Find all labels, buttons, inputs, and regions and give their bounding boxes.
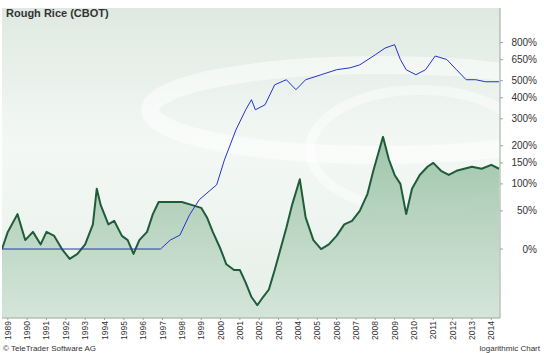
x-tick-label: 2003	[274, 321, 284, 340]
x-tick-label: 2011	[428, 321, 438, 340]
area-line	[2, 137, 499, 305]
x-tick-label: 1993	[80, 321, 90, 340]
x-tick-label: 2012	[448, 321, 458, 340]
y-tick-label: 650%	[511, 54, 537, 65]
area-fill	[2, 137, 499, 318]
x-tick-label: 2004	[293, 321, 303, 340]
x-tick-label: 1989	[3, 321, 13, 340]
y-tick	[500, 210, 503, 211]
y-tick-label: 150%	[511, 157, 537, 168]
y-tick-label: 800%	[511, 37, 537, 48]
x-tick	[433, 318, 434, 320]
x-tick-label: 2013	[467, 321, 477, 340]
x-tick	[143, 318, 144, 320]
x-tick-label: 2008	[370, 321, 380, 340]
x-tick-label: 2001	[235, 321, 245, 340]
x-tick	[336, 318, 337, 320]
y-tick	[500, 80, 503, 81]
y-tick-label: 100%	[511, 178, 537, 189]
x-tick	[85, 318, 86, 320]
x-tick-label: 1999	[196, 321, 206, 340]
x-tick-label: 2000	[216, 321, 226, 340]
line	[2, 45, 499, 249]
y-tick	[500, 118, 503, 119]
x-tick	[375, 318, 376, 320]
x-tick	[27, 318, 28, 320]
x-tick	[7, 318, 8, 320]
title: Rough Rice (CBOT)	[6, 7, 109, 19]
y-tick	[500, 59, 503, 60]
x-tick-label: 2010	[409, 321, 419, 340]
x-tick	[162, 318, 163, 320]
x-tick-label: 2006	[332, 321, 342, 340]
series-group	[2, 45, 499, 318]
x-tick	[46, 318, 47, 320]
x-tick-label: 1995	[119, 321, 129, 340]
x-tick	[278, 318, 279, 320]
copyright: © TeleTrader Software AG	[3, 344, 96, 353]
page-bg	[0, 0, 544, 353]
x-tick	[220, 318, 221, 320]
x-tick-label: 1991	[41, 321, 51, 340]
chart: 800% 650% 500% 400% 300% 200% 150% 100% 50% 0% 198…	[0, 0, 544, 353]
x-axis-line	[2, 318, 500, 319]
x-tick-label: 1992	[61, 321, 71, 340]
x-tick-label: 1996	[138, 321, 148, 340]
x-tick	[491, 318, 492, 320]
y-tick	[500, 183, 503, 184]
x-tick-label: 1997	[158, 321, 168, 340]
x-tick	[201, 318, 202, 320]
x-tick	[355, 318, 356, 320]
x-tick	[181, 318, 182, 320]
decor-swoosh	[150, 65, 500, 155]
x-tick	[123, 318, 124, 320]
x-tick-label: 2002	[254, 321, 264, 340]
y-tick	[500, 145, 503, 146]
x-tick-label: 2005	[312, 321, 322, 340]
x-tick	[104, 318, 105, 320]
y-tick	[500, 162, 503, 163]
x-tick	[259, 318, 260, 320]
y-tick-label: 0%	[523, 244, 538, 255]
x-tick-label: 2009	[390, 321, 400, 340]
y-tick	[500, 42, 503, 43]
y-tick-label: 200%	[511, 140, 537, 151]
x-tick	[452, 318, 453, 320]
x-tick-label: 1998	[177, 321, 187, 340]
y-tick	[500, 249, 503, 250]
x-tick	[65, 318, 66, 320]
x-tick	[394, 318, 395, 320]
x-tick	[297, 318, 298, 320]
x-tick	[471, 318, 472, 320]
y-tick-label: 500%	[511, 75, 537, 86]
x-tick	[413, 318, 414, 320]
y-tick-label: 400%	[511, 92, 537, 103]
x-tick-label: 1994	[100, 321, 110, 340]
y-tick-label: 300%	[511, 113, 537, 124]
y-tick-label: 50%	[517, 205, 537, 216]
x-tick-label: 2007	[351, 321, 361, 340]
y-tick	[500, 97, 503, 98]
x-tick	[317, 318, 318, 320]
x-tick-label: 1990	[22, 321, 32, 340]
x-tick-label: 2014	[486, 321, 496, 340]
scale-note: logarithmic Chart	[480, 344, 541, 353]
x-tick	[239, 318, 240, 320]
